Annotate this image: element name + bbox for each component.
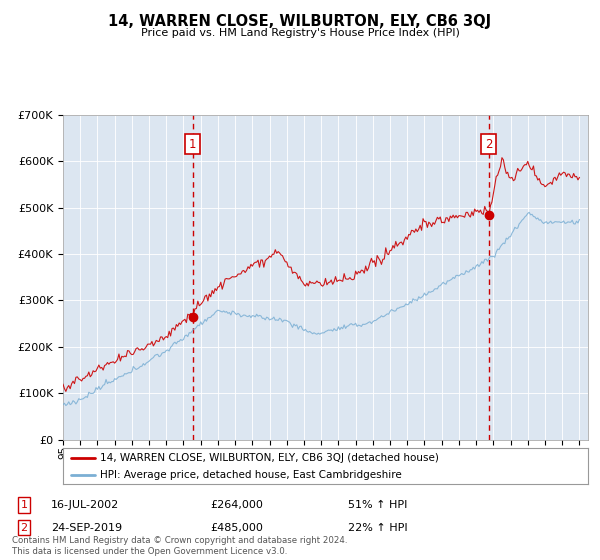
Text: 14, WARREN CLOSE, WILBURTON, ELY, CB6 3QJ (detached house): 14, WARREN CLOSE, WILBURTON, ELY, CB6 3Q…: [100, 453, 439, 463]
Text: 2: 2: [485, 138, 493, 151]
Text: Contains HM Land Registry data © Crown copyright and database right 2024.: Contains HM Land Registry data © Crown c…: [12, 536, 347, 545]
Text: 22% ↑ HPI: 22% ↑ HPI: [348, 522, 407, 533]
Text: 1: 1: [20, 500, 28, 510]
Text: This data is licensed under the Open Government Licence v3.0.: This data is licensed under the Open Gov…: [12, 547, 287, 556]
Text: 14, WARREN CLOSE, WILBURTON, ELY, CB6 3QJ: 14, WARREN CLOSE, WILBURTON, ELY, CB6 3Q…: [109, 14, 491, 29]
Text: Price paid vs. HM Land Registry's House Price Index (HPI): Price paid vs. HM Land Registry's House …: [140, 28, 460, 38]
Text: 51% ↑ HPI: 51% ↑ HPI: [348, 500, 407, 510]
Text: HPI: Average price, detached house, East Cambridgeshire: HPI: Average price, detached house, East…: [100, 470, 401, 479]
Text: 1: 1: [189, 138, 197, 151]
Text: £264,000: £264,000: [210, 500, 263, 510]
Text: 16-JUL-2002: 16-JUL-2002: [51, 500, 119, 510]
Text: £485,000: £485,000: [210, 522, 263, 533]
Text: 24-SEP-2019: 24-SEP-2019: [51, 522, 122, 533]
Text: 2: 2: [20, 522, 28, 533]
